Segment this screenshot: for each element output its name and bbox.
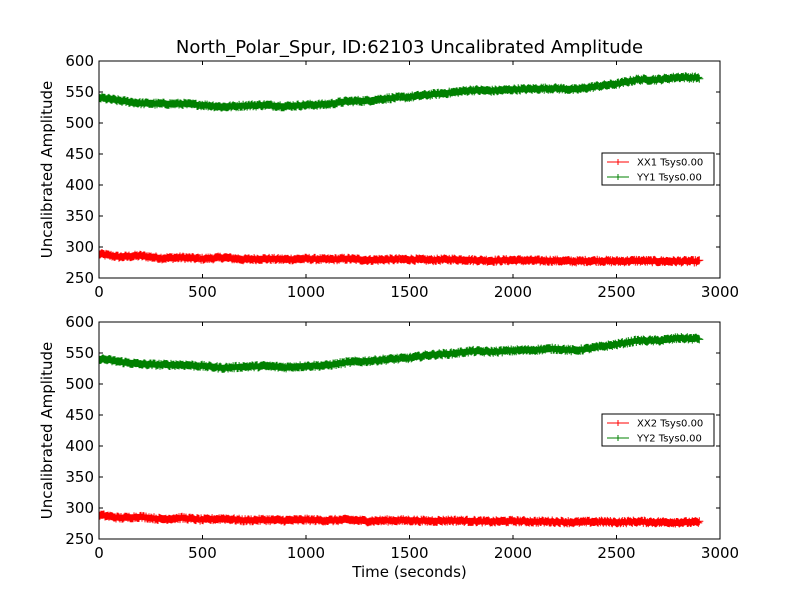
legend-label: YY1 Tsys0.00 <box>636 173 702 184</box>
y-tick-label: 400 <box>65 437 94 455</box>
y-tick-label: 250 <box>65 269 94 287</box>
legend-entry: YY2 Tsys0.00 <box>607 434 702 445</box>
legend-entry: YY1 Tsys0.00 <box>607 173 702 184</box>
legend: XX2 Tsys0.00 YY2 Tsys0.00 <box>601 413 715 447</box>
y-tick-label: 250 <box>65 530 94 548</box>
x-tick-label: 1000 <box>287 283 325 301</box>
y-tick-label: 350 <box>65 468 94 486</box>
legend-entry: XX2 Tsys0.00 <box>607 419 703 430</box>
legend-box <box>601 152 715 186</box>
x-tick-label: 500 <box>188 544 217 562</box>
legend-marker <box>615 420 621 426</box>
series-markers <box>99 333 704 373</box>
y-tick-label: 350 <box>65 207 94 225</box>
series-1 <box>99 249 704 267</box>
legend-label: XX2 Tsys0.00 <box>637 419 703 430</box>
legend-marker <box>615 174 621 180</box>
legend-box <box>601 413 715 447</box>
x-tick-label: 2000 <box>494 544 532 562</box>
x-tick-label: 3000 <box>701 544 739 562</box>
x-tick-label: 1500 <box>390 544 428 562</box>
series-markers <box>99 509 704 528</box>
y-tick-label: 450 <box>65 145 94 163</box>
series-1 <box>99 509 704 528</box>
series-markers <box>99 72 704 112</box>
chart-title: North_Polar_Spur, ID:62103 Uncalibrated … <box>176 37 643 58</box>
y-axis-label: Uncalibrated Amplitude <box>38 342 56 519</box>
y-tick-label: 500 <box>65 375 94 393</box>
x-tick-label: 2500 <box>597 283 635 301</box>
y-tick-label: 400 <box>65 176 94 194</box>
legend-label: YY2 Tsys0.00 <box>636 434 702 445</box>
legend-label: XX1 Tsys0.00 <box>637 158 703 169</box>
x-tick-label: 2000 <box>494 283 532 301</box>
y-tick-label: 450 <box>65 406 94 424</box>
legend-marker <box>615 435 621 441</box>
x-tick-label: 500 <box>188 283 217 301</box>
legend: XX1 Tsys0.00 YY1 Tsys0.00 <box>601 152 715 186</box>
y-axis-label: Uncalibrated Amplitude <box>38 81 56 258</box>
y-tick-label: 550 <box>65 344 94 362</box>
x-tick-label: 0 <box>94 283 104 301</box>
chart-1: North_Polar_Spur, ID:62103 Uncalibrated … <box>38 37 739 301</box>
x-tick-label: 2500 <box>597 544 635 562</box>
x-tick-label: 0 <box>94 544 104 562</box>
y-tick-label: 500 <box>65 114 94 132</box>
series-2 <box>99 72 704 112</box>
y-tick-label: 300 <box>65 238 94 256</box>
legend-entry: XX1 Tsys0.00 <box>607 158 703 169</box>
series-2 <box>99 333 704 373</box>
series-markers <box>99 249 704 267</box>
y-tick-label: 600 <box>65 52 94 70</box>
x-tick-label: 1500 <box>390 283 428 301</box>
y-tick-label: 300 <box>65 499 94 517</box>
legend-marker <box>615 159 621 165</box>
y-tick-label: 550 <box>65 83 94 101</box>
chart-2: 0 500 1000 1500 2000 2500 3000 250 300 350 400 450 5… <box>38 313 739 581</box>
x-tick-label: 1000 <box>287 544 325 562</box>
y-tick-label: 600 <box>65 313 94 331</box>
x-axis-label: Time (seconds) <box>351 563 467 581</box>
x-tick-label: 3000 <box>701 283 739 301</box>
